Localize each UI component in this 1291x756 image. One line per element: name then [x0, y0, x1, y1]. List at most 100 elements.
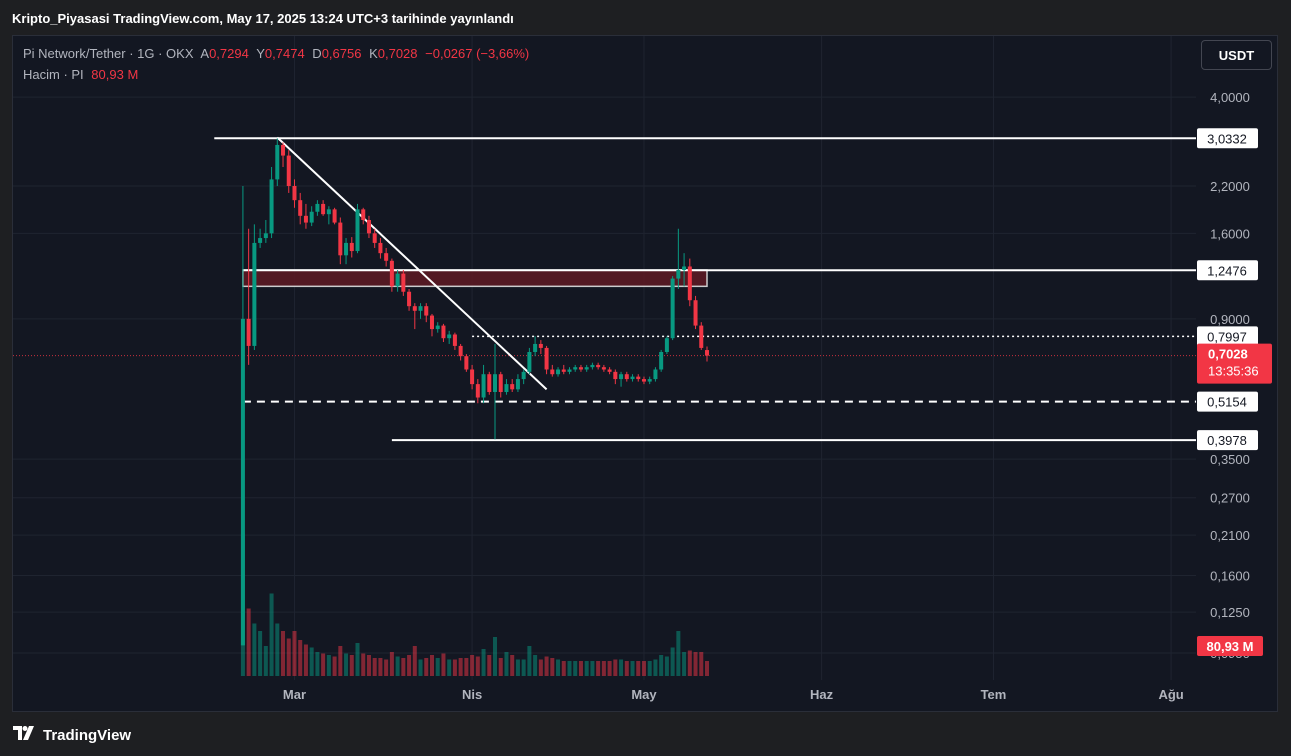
- candle-body: [550, 369, 555, 375]
- chart-panel[interactable]: [12, 35, 1278, 712]
- candle-body: [584, 367, 589, 370]
- candle-body: [384, 253, 389, 261]
- candle-body: [252, 242, 257, 346]
- volume-bar: [676, 631, 681, 676]
- volume-bar: [641, 661, 646, 676]
- symbol-label[interactable]: Pi Network/Tether · 1G · OKX: [23, 46, 194, 61]
- candle-body: [636, 376, 641, 380]
- volume-bar: [556, 659, 561, 676]
- volume-bar: [647, 661, 652, 676]
- volume-bars: [240, 533, 710, 676]
- volume-legend: Hacim · PI 80,93 M: [23, 67, 142, 82]
- tradingview-logo-icon: [13, 726, 37, 744]
- volume-bar: [624, 661, 629, 676]
- volume-bar: [659, 655, 664, 676]
- volume-bar: [693, 652, 698, 676]
- volume-bar: [578, 661, 583, 676]
- volume-bar: [619, 659, 624, 676]
- publish-caption: Kripto_Piyasasi TradingView.com, May 17,…: [12, 11, 514, 26]
- candle-body: [561, 369, 566, 372]
- volume-bar: [498, 658, 503, 676]
- change-value: −0,0267 (−3,66%): [425, 46, 530, 61]
- price-tick-label: 4,0000: [1210, 90, 1250, 105]
- level-badge: [1197, 128, 1258, 149]
- volume-bar: [561, 661, 566, 676]
- candle-body: [447, 334, 452, 339]
- volume-bar: [378, 658, 383, 676]
- volume-bar: [481, 649, 486, 676]
- volume-bar: [344, 653, 349, 676]
- close-value: 0,7028: [377, 46, 418, 61]
- volume-bar: [361, 653, 366, 676]
- volume-bar: [573, 661, 578, 676]
- price-tick-label: 0,3500: [1210, 452, 1250, 467]
- volume-bar: [401, 658, 406, 676]
- volume-bar: [653, 659, 658, 676]
- volume-bar: [407, 655, 412, 676]
- volume-bar: [487, 655, 492, 676]
- volume-bar: [464, 658, 469, 676]
- candle-body: [601, 367, 606, 370]
- volume-bar: [630, 661, 635, 676]
- volume-label[interactable]: Hacim · PI: [23, 67, 84, 82]
- volume-bar: [286, 638, 291, 676]
- candle-body: [240, 318, 245, 646]
- volume-bar: [412, 646, 417, 676]
- volume-bar: [349, 655, 354, 676]
- high-value: 0,7474: [264, 46, 305, 61]
- volume-bar: [447, 659, 452, 676]
- candle-body: [281, 144, 286, 156]
- currency-button[interactable]: USDT: [1201, 40, 1272, 70]
- volume-bar: [389, 652, 394, 676]
- volume-bar: [527, 646, 532, 676]
- level-label: 0,3978: [1207, 433, 1247, 448]
- footer-brand: TradingView: [43, 726, 132, 744]
- candle-body: [699, 325, 704, 348]
- volume-bar: [275, 623, 280, 676]
- volume-bar: [504, 652, 509, 676]
- candle-body: [504, 384, 509, 393]
- volume-bar: [682, 652, 687, 676]
- price-axis: 4,0000 2,2000 1,6000 0,9000 0,3500 0,2700 0,21…: [1210, 90, 1250, 661]
- volume-bar: [424, 658, 429, 676]
- volume-bar: [309, 647, 314, 676]
- grid-lines: [13, 36, 1196, 680]
- trendline-line: [276, 136, 548, 391]
- candle-body: [630, 376, 635, 380]
- volume-bar: [458, 658, 463, 676]
- candle-body: [435, 325, 440, 330]
- volume-bar: [263, 646, 268, 676]
- volume-bar: [687, 650, 692, 676]
- level-badge: [1197, 430, 1258, 451]
- volume-bar: [493, 637, 498, 676]
- volume-value: 80,93 M: [91, 67, 139, 82]
- candle-body: [470, 369, 475, 385]
- candle-body: [670, 278, 675, 339]
- volume-bar: [590, 661, 595, 676]
- price-tick-label: 1,6000: [1210, 226, 1250, 241]
- open-label: A: [200, 46, 210, 61]
- time-tick-label: Nis: [462, 687, 482, 702]
- volume-bar: [441, 653, 446, 676]
- candle-body: [458, 345, 463, 357]
- candle-body: [309, 211, 314, 223]
- volume-bar: [395, 656, 400, 676]
- candle-body: [487, 374, 492, 393]
- candle-body: [338, 222, 343, 256]
- candle-body: [493, 374, 498, 393]
- candle-body: [515, 379, 520, 390]
- candle-body: [590, 364, 595, 368]
- close-label: K: [369, 46, 378, 61]
- high-label: Y: [256, 46, 265, 61]
- volume-bar: [252, 623, 257, 676]
- candle-body: [676, 270, 681, 279]
- tradingview-logo[interactable]: TradingView: [13, 726, 131, 744]
- candle-body: [286, 155, 291, 187]
- level-badge: [1197, 326, 1258, 347]
- candle-body: [659, 351, 664, 370]
- volume-bar: [544, 656, 549, 676]
- volume-bar: [418, 659, 423, 676]
- level-badge: [1197, 391, 1258, 412]
- candle-body: [332, 209, 337, 223]
